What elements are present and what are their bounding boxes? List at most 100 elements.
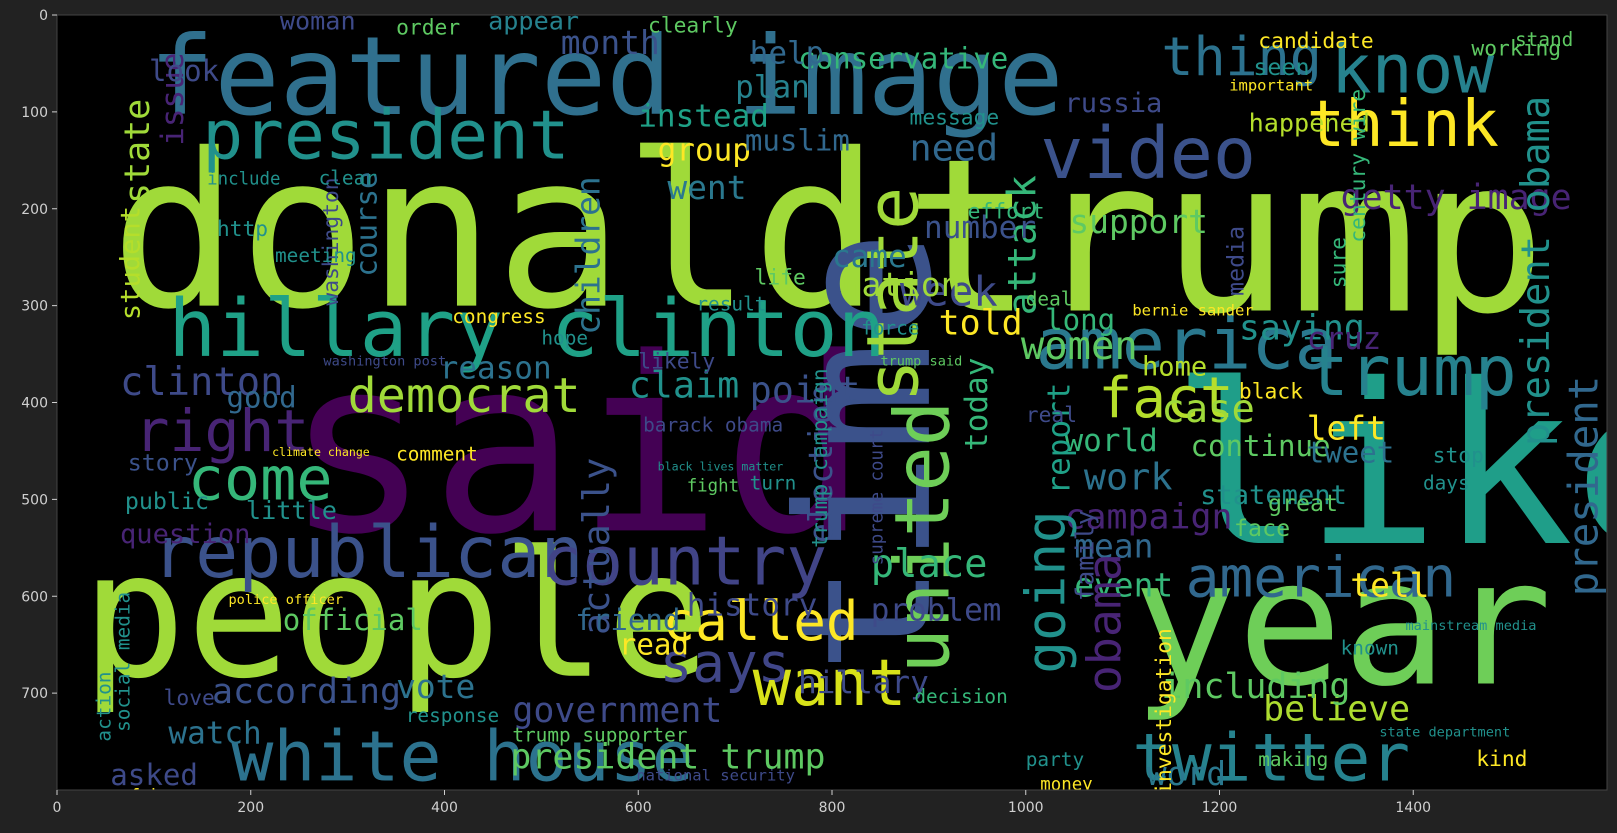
word-77: look	[149, 54, 220, 88]
word-124: black lives matter	[658, 459, 784, 473]
x-tick-label: 1000	[1008, 800, 1044, 816]
word-59: president	[1559, 376, 1607, 596]
word-164: important	[1229, 77, 1313, 95]
word-149: effort	[968, 199, 1045, 224]
words-layer: donaldtrumpsaidliketimepeopleyearfeature…	[81, 13, 1607, 809]
word-127: trump supporter	[512, 724, 687, 747]
word-28: want	[753, 647, 907, 721]
x-tick-label: 400	[431, 800, 458, 816]
word-43: saying	[1239, 309, 1365, 349]
word-33: according	[212, 672, 401, 712]
word-46: continue	[1190, 429, 1330, 463]
word-49: work	[1084, 456, 1173, 499]
word-160: party	[1026, 748, 1084, 771]
word-30: twitter	[1132, 719, 1410, 796]
word-145: http	[217, 217, 268, 242]
word-129: decision	[914, 685, 1007, 708]
word-88: friend	[575, 603, 680, 637]
word-115: sure	[1326, 237, 1351, 288]
word-85: came	[832, 239, 907, 275]
word-100: happened	[1249, 108, 1370, 137]
word-17: united	[878, 401, 966, 674]
word-13: hillary clinton	[168, 282, 885, 375]
word-15: trump	[1307, 331, 1517, 412]
word-104: story	[128, 449, 198, 476]
word-68: muslim	[745, 124, 850, 158]
word-136: bernie sander	[1132, 301, 1253, 319]
y-tick-label: 400	[21, 396, 48, 412]
word-107: trump campaign	[808, 368, 833, 548]
word-67: group	[658, 132, 751, 168]
word-96: today	[959, 358, 995, 451]
word-82: question	[120, 519, 251, 550]
word-95: word	[1147, 754, 1226, 793]
y-axis: 0 100 200 300 400 500 600 700	[21, 8, 57, 702]
word-21: right	[135, 397, 310, 465]
word-54: event	[1074, 565, 1173, 604]
word-9: thing	[1161, 26, 1321, 88]
word-132: state department	[1379, 725, 1510, 741]
y-tick-label: 0	[39, 8, 48, 24]
word-74: number	[924, 210, 1036, 246]
word-157: days	[1423, 472, 1470, 495]
word-72: plan	[735, 69, 810, 105]
word-69: instead	[638, 98, 769, 134]
word-103: little	[246, 496, 337, 525]
word-141: life	[755, 265, 806, 290]
word-97: long	[1045, 303, 1115, 337]
word-142: result	[696, 292, 766, 315]
word-159: making	[1258, 748, 1328, 771]
word-98: home	[1142, 351, 1207, 382]
word-1: trump	[905, 113, 1546, 361]
word-118: black	[1239, 380, 1303, 405]
x-tick-label: 600	[625, 800, 652, 816]
word-55: mean	[1074, 527, 1153, 566]
word-105: public	[125, 488, 209, 515]
word-10: video	[1040, 111, 1256, 195]
word-66: good	[227, 380, 297, 414]
word-35: including	[1161, 667, 1350, 707]
word-76: issue	[155, 52, 191, 145]
word-7: featured image	[149, 13, 1064, 140]
word-89: read	[619, 627, 689, 661]
word-154: action	[92, 672, 115, 742]
word-121: seen	[1253, 54, 1309, 81]
word-153: stand	[1515, 28, 1573, 51]
x-tick-label: 1200	[1202, 800, 1238, 816]
word-61: place	[871, 542, 988, 587]
word-26: called	[662, 590, 858, 653]
word-144: likely	[638, 350, 715, 375]
x-tick-label: 800	[819, 800, 846, 816]
word-40: women	[1021, 324, 1138, 369]
word-112: kind	[1476, 747, 1527, 772]
word-44: cruz	[1307, 321, 1382, 357]
word-152: order	[396, 15, 460, 40]
word-125: police officer	[228, 592, 343, 608]
word-134: barack obama	[643, 414, 783, 437]
word-84: went	[667, 168, 746, 207]
y-tick-label: 200	[21, 202, 48, 218]
word-143: hope	[541, 326, 588, 349]
word-140: turn	[750, 472, 797, 495]
word-48: world	[1065, 423, 1158, 459]
word-87: history	[687, 588, 818, 624]
word-151: clearly	[648, 13, 738, 38]
word-5: people	[81, 515, 711, 718]
word-41: told	[939, 304, 1023, 344]
word-108: washington	[319, 177, 344, 305]
word-110: comment	[396, 443, 478, 466]
word-133: obama administration	[648, 793, 812, 809]
x-tick-label: 200	[237, 800, 264, 816]
word-163: force	[861, 317, 919, 340]
plot-area	[57, 15, 1607, 790]
word-71: help	[750, 35, 825, 71]
word-92: watch	[168, 716, 261, 752]
word-20: clinton	[120, 360, 284, 405]
word-62: problem	[871, 592, 1002, 628]
word-102: fake news	[130, 787, 224, 807]
word-113: media	[1223, 226, 1250, 296]
word-23: republican	[152, 510, 584, 594]
word-147: include	[207, 170, 280, 190]
word-45: case	[1161, 387, 1254, 432]
